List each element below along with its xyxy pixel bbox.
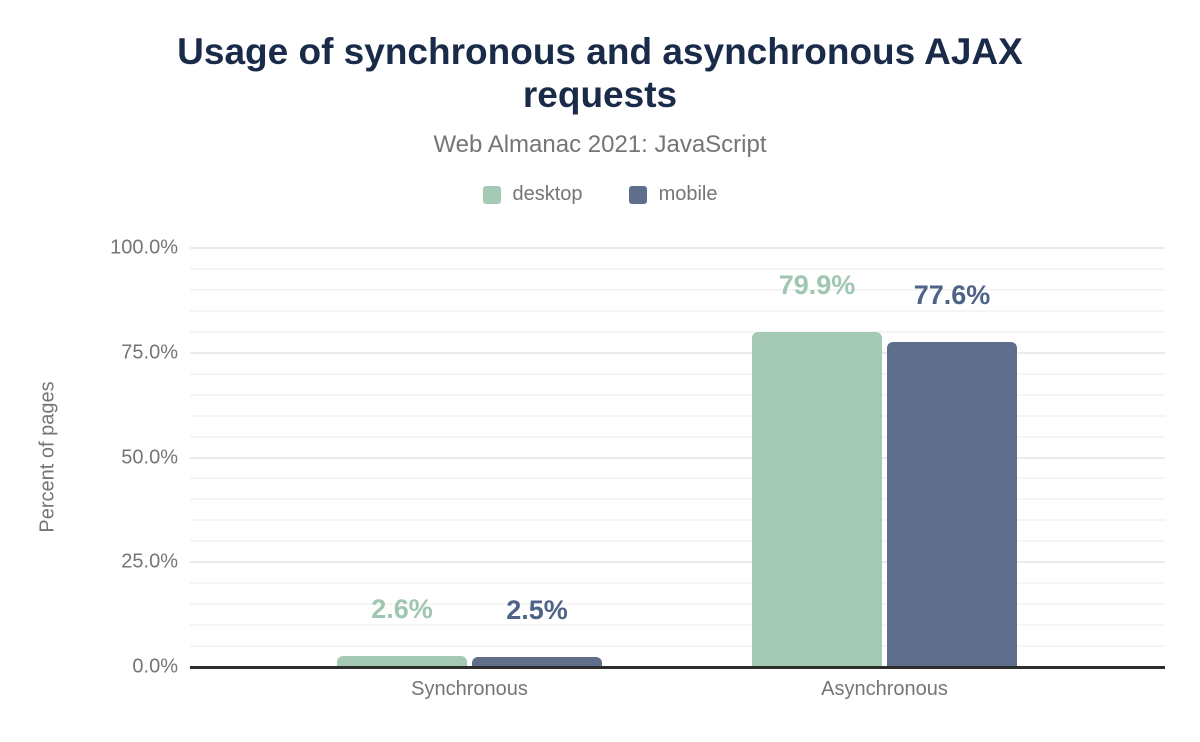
minor-gridline-40 (190, 498, 1165, 501)
minor-gridline-85 (190, 309, 1165, 312)
minor-gridline-90 (190, 288, 1165, 291)
legend-label-desktop: desktop (512, 183, 583, 205)
bar-value-asynchronous-mobile: 77.6% (913, 279, 991, 310)
minor-gridline-45 (190, 477, 1165, 480)
chart-title: Usage of synchronous and asynchronous AJ… (177, 31, 1023, 116)
legend: desktop mobile (0, 183, 1200, 206)
minor-gridline-70 (190, 372, 1165, 375)
minor-gridline-20 (190, 582, 1165, 585)
y-tick-label-0: 0.0% (132, 655, 178, 678)
legend-swatch-desktop (482, 185, 501, 204)
bar-asynchronous-desktop[interactable] (752, 332, 882, 667)
bar-value-asynchronous-desktop: 79.9% (778, 270, 856, 301)
minor-gridline-5 (190, 645, 1165, 648)
minor-gridline-55 (190, 435, 1165, 438)
bar-value-synchronous-desktop: 2.6% (371, 594, 433, 625)
legend-label-mobile: mobile (658, 183, 718, 205)
major-gridline-50 (190, 456, 1165, 459)
minor-gridline-10 (190, 624, 1165, 627)
y-tick-label-25: 25.0% (121, 550, 178, 573)
major-gridline-100 (190, 247, 1165, 249)
minor-gridline-80 (190, 330, 1165, 333)
minor-gridline-15 (190, 603, 1165, 606)
major-gridline-25 (190, 561, 1165, 564)
major-gridline-75 (190, 351, 1165, 354)
minor-gridline-95 (190, 267, 1165, 270)
chart-subtitle: Web Almanac 2021: JavaScript (433, 131, 767, 158)
plot-area: 2.6% 2.5% Synchronous 79.9% 77.6% Asynchronou… (190, 247, 1165, 700)
minor-gridline-35 (190, 519, 1165, 522)
legend-item-mobile: mobile (628, 183, 718, 206)
bar-value-synchronous-mobile: 2.5% (506, 594, 568, 625)
y-tick-label-50: 50.0% (121, 446, 178, 468)
y-tick-label-100: 100.0% (110, 236, 178, 259)
y-tick-label-75: 75.0% (121, 341, 178, 364)
x-tick-label-asynchronous: Asynchronous (821, 678, 948, 700)
bar-synchronous-mobile[interactable] (472, 656, 602, 667)
minor-gridline-60 (190, 414, 1165, 417)
bar-synchronous-desktop[interactable] (337, 656, 467, 667)
x-axis-line (190, 666, 1165, 669)
bar-asynchronous-mobile[interactable] (887, 341, 1017, 667)
minor-gridline-30 (190, 540, 1165, 543)
x-tick-label-synchronous: Synchronous (411, 678, 528, 700)
legend-swatch-mobile (628, 185, 647, 204)
legend-item-desktop: desktop (482, 183, 583, 206)
minor-gridline-65 (190, 393, 1165, 396)
